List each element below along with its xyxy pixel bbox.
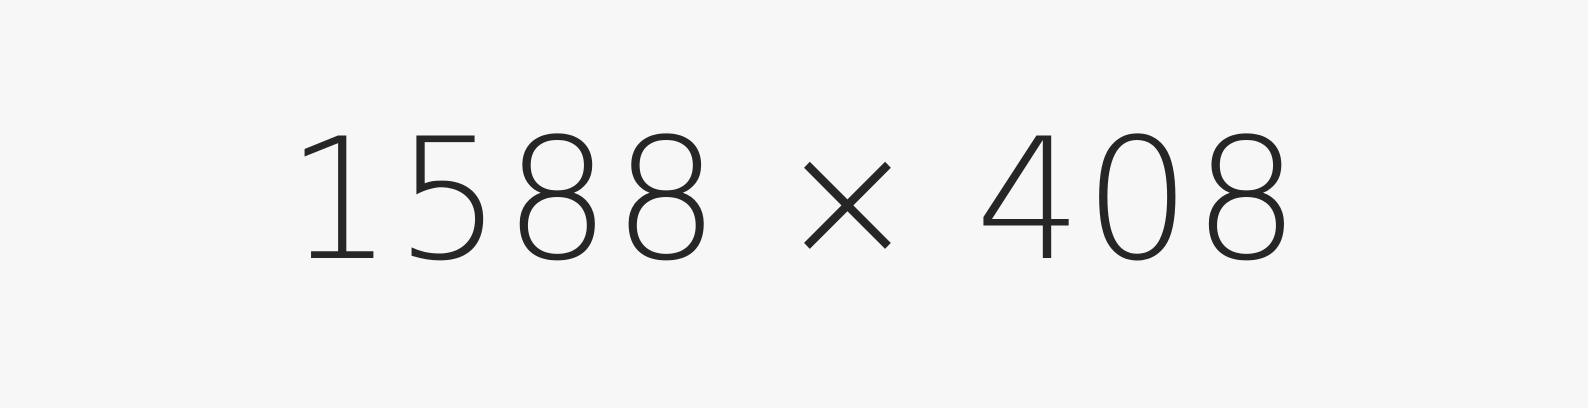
dimension-label: 1588 × 408	[286, 102, 1302, 298]
